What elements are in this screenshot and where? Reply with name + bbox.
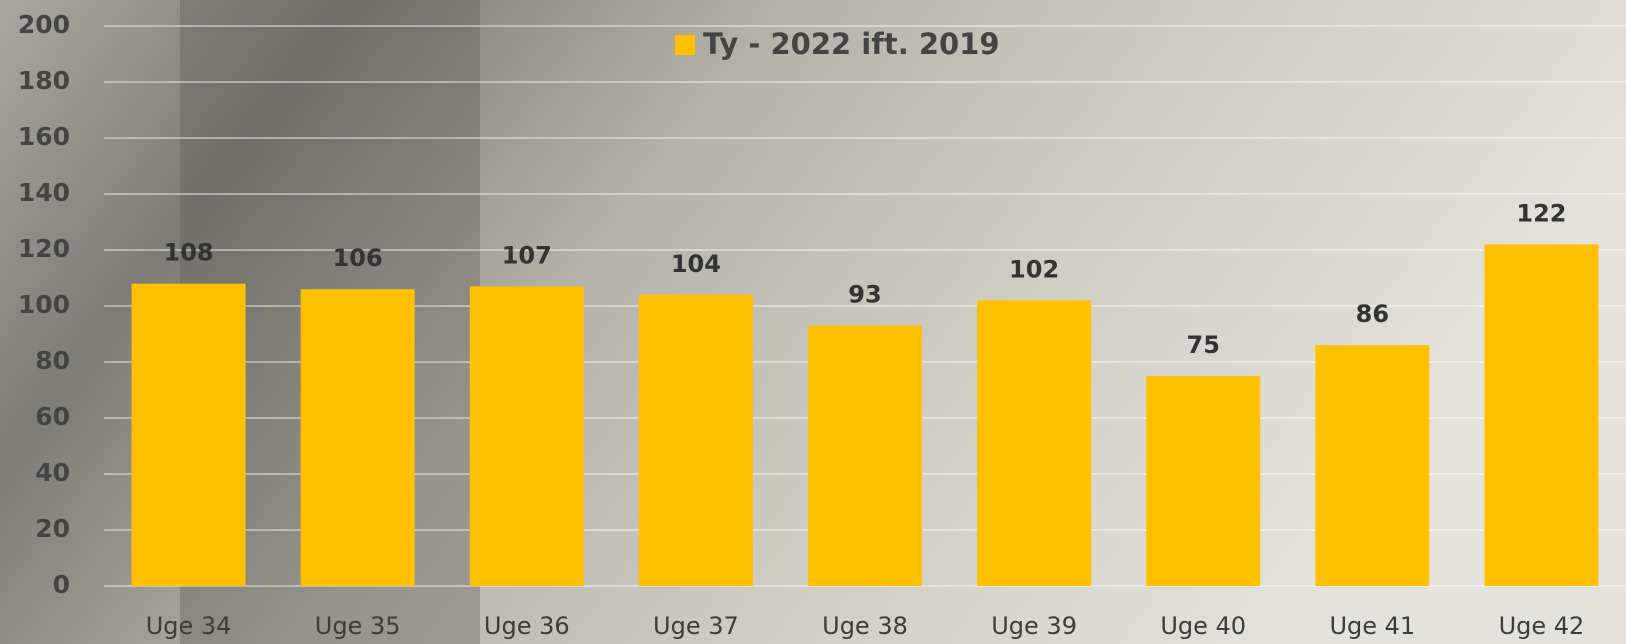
legend-swatch	[675, 35, 695, 55]
bar	[131, 283, 246, 586]
data-label: 108	[164, 239, 214, 267]
bar	[638, 294, 753, 586]
data-label: 107	[502, 241, 552, 269]
y-tick-label: 140	[18, 178, 70, 207]
y-tick-label: 100	[18, 290, 70, 319]
x-tick-label: Uge 36	[484, 612, 570, 640]
y-tick-label: 0	[53, 570, 70, 599]
data-label: 93	[848, 281, 881, 309]
data-label: 75	[1187, 331, 1220, 359]
data-label: 106	[333, 244, 383, 272]
x-tick-label: Uge 38	[822, 612, 908, 640]
data-label: 104	[671, 250, 721, 278]
x-tick-label: Uge 41	[1329, 612, 1415, 640]
bar	[469, 286, 584, 586]
bar	[1146, 376, 1261, 586]
bar	[300, 289, 415, 586]
x-tick-label: Uge 40	[1160, 612, 1246, 640]
x-tick-label: Uge 39	[991, 612, 1077, 640]
x-tick-label: Uge 42	[1499, 612, 1585, 640]
y-tick-label: 60	[35, 402, 70, 431]
y-tick-label: 80	[35, 346, 70, 375]
bar	[1484, 244, 1599, 586]
y-tick-label: 20	[35, 514, 70, 543]
y-tick-label: 180	[18, 66, 70, 95]
x-tick-label: Uge 34	[146, 612, 232, 640]
x-tick-label: Uge 35	[315, 612, 401, 640]
data-label: 102	[1009, 255, 1059, 283]
data-label: 86	[1356, 300, 1389, 328]
legend-label: Ty - 2022 ift. 2019	[703, 27, 1000, 61]
y-tick-label: 160	[18, 122, 70, 151]
data-label: 122	[1516, 199, 1566, 227]
bar	[977, 300, 1092, 586]
bar	[808, 325, 922, 586]
x-tick-label: Uge 37	[653, 612, 739, 640]
bar	[1315, 345, 1430, 586]
y-tick-label: 40	[35, 458, 70, 487]
y-tick-label: 120	[18, 234, 70, 263]
y-tick-label: 200	[18, 10, 70, 39]
